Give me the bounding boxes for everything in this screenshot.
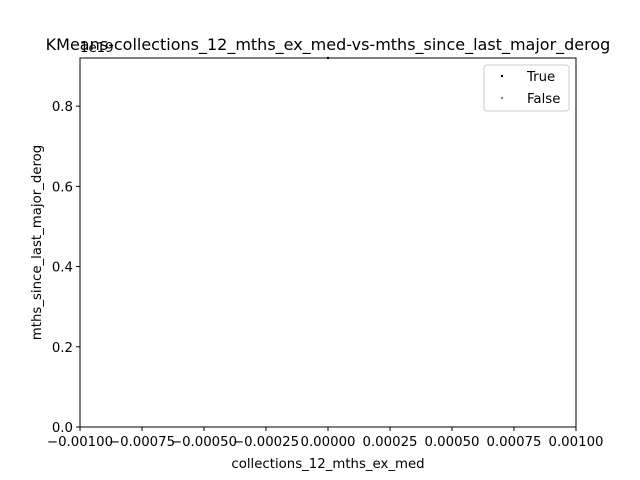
legend-box [483,64,570,112]
x-tick-label-5: 0.00025 [363,435,418,450]
legend-marker-true [500,74,504,78]
x-axis-label: collections_12_mths_ex_med [231,457,424,472]
y-tick-label-0: 0.0 [52,421,73,436]
y-tick-label-2: 0.4 [52,261,73,276]
x-tick-label-3: −0.00025 [233,435,299,450]
x-tick-label-1: −0.00075 [109,435,175,450]
legend-marker-false [500,96,504,100]
legend-label-false: False [527,92,560,107]
y-axis: 0.0 0.2 0.4 0.6 0.8 [52,100,80,436]
legend-label-true: True [526,70,555,85]
legend: True False [483,64,570,112]
y-offset-text: 1e19 [80,41,114,56]
y-tick-label-3: 0.6 [52,180,73,195]
x-tick-label-4: 0.00000 [301,435,356,450]
x-axis: −0.00100−0.00075−0.00050−0.00025 0.00000 0… [47,427,604,450]
x-tick-label-0: −0.00100 [47,435,113,450]
x-tick-label-7: 0.00075 [487,435,542,450]
chart-title: KMeans-collections_12_mths_ex_med-vs-mth… [46,35,611,55]
x-tick-label-2: −0.00050 [171,435,237,450]
y-axis-label: mths_since_last_major_derog [30,145,45,340]
y-tick-label-1: 0.2 [52,341,73,356]
x-tick-label-8: 0.00100 [549,435,604,450]
x-tick-label-6: 0.00050 [425,435,480,450]
y-tick-label-4: 0.8 [52,100,73,115]
